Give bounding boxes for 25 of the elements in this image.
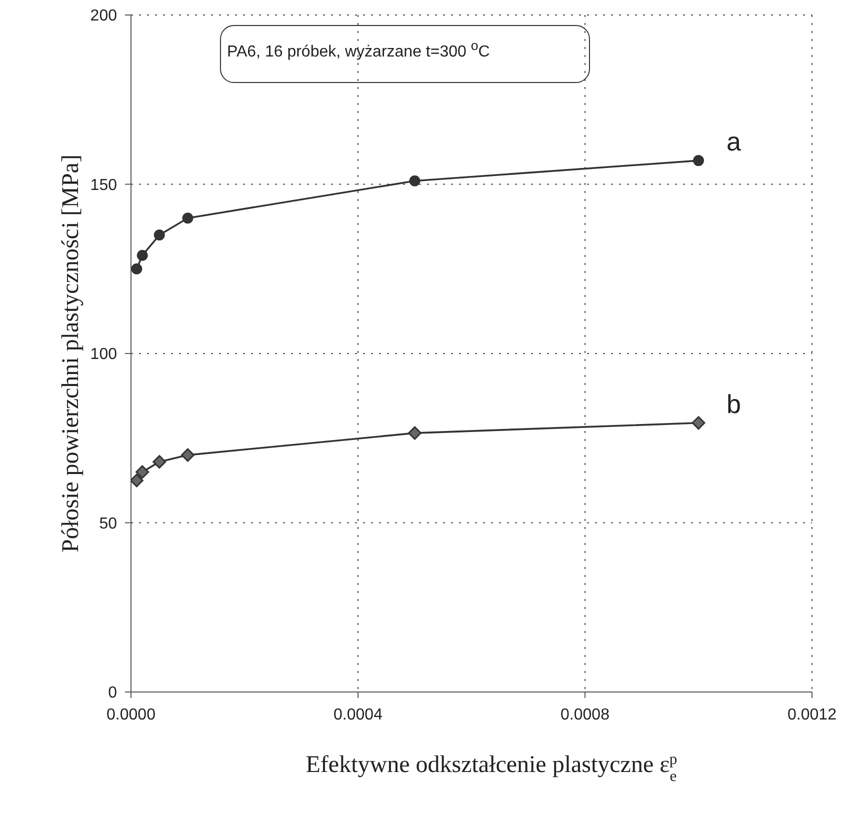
point [181,448,194,462]
x-tick-label: 0.0012 [788,706,837,724]
point [408,426,422,440]
point [182,212,194,224]
series-label: b [726,388,741,419]
y-tick-label: 50 [99,515,118,532]
point [131,474,144,488]
point [136,465,150,479]
point [693,155,704,166]
x-tick-label: 0.0000 [106,706,156,724]
y-tick-label: 0 [108,684,118,702]
point [409,175,420,186]
point [154,230,165,241]
y-tick-label: 100 [90,346,118,364]
annotation: PA6, 16 próbek, wyżarzane t=300 $^{o}$C [220,25,590,83]
y-tick-label: 150 [90,176,118,194]
point [131,263,142,274]
y-tick-label: 200 [90,8,118,25]
point [152,455,166,469]
x-tick-label: 0.0008 [560,706,610,724]
y-axis-title: Półosie powierzchni plastyczności [MPa] [58,154,84,552]
series-label: a [726,126,742,157]
point [692,416,706,430]
point [136,250,148,261]
x-tick-label: 0.0004 [334,706,383,724]
